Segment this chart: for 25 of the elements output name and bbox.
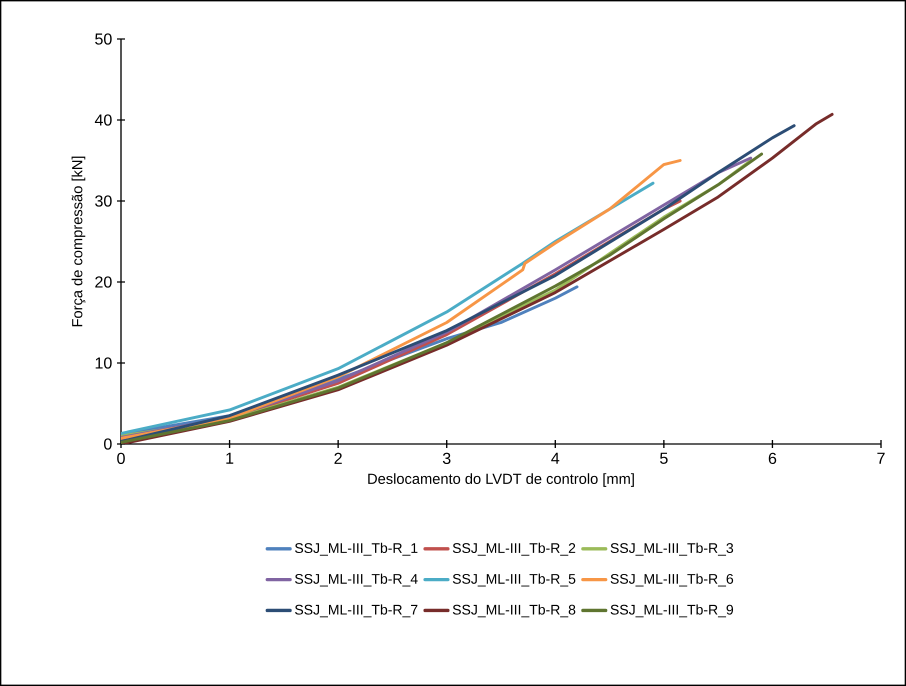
legend-label: SSJ_ML-III_Tb-R_1 [295, 542, 418, 556]
x-tick-label: 5 [660, 452, 668, 464]
y-tick-label: 40 [94, 114, 112, 126]
legend-label: SSJ_ML-III_Tb-R_6 [610, 574, 734, 586]
x-axis-title: Deslocamento do LVDT de controlo [mm] [368, 473, 634, 487]
y-axis-title: Força de compressão [kN] [72, 156, 86, 326]
x-tick-label: 4 [551, 452, 560, 464]
legend-label: SSJ_ML-III_Tb-R_7 [295, 604, 418, 618]
x-tick-label: 6 [768, 452, 776, 464]
x-tick-label: 3 [442, 452, 450, 464]
y-tick-label: 30 [95, 195, 112, 207]
legend-label: SSJ_ML-III_Tb-R_9 [610, 604, 734, 618]
legend-label: SSJ_ML-III_Tb-R_3 [610, 542, 734, 556]
y-tick-label: 20 [95, 276, 112, 288]
legend-label: SSJ_ML-III_Tb-R_8 [452, 604, 576, 618]
x-tick-label: 7 [877, 452, 885, 464]
x-tick-label: 2 [334, 452, 342, 464]
y-tick-label: 50 [95, 33, 112, 45]
legend-label: SSJ_ML-III_Tb-R_4 [295, 574, 418, 586]
legend-label: SSJ_ML-III_Tb-R_2 [452, 542, 576, 556]
legend-label: SSJ_ML-III_Tb-R_5 [452, 574, 576, 586]
y-tick-label: 10 [96, 357, 112, 369]
x-tick-label: 1 [226, 452, 234, 464]
y-tick-label: 0 [104, 438, 112, 450]
x-tick-label: 0 [117, 452, 125, 464]
